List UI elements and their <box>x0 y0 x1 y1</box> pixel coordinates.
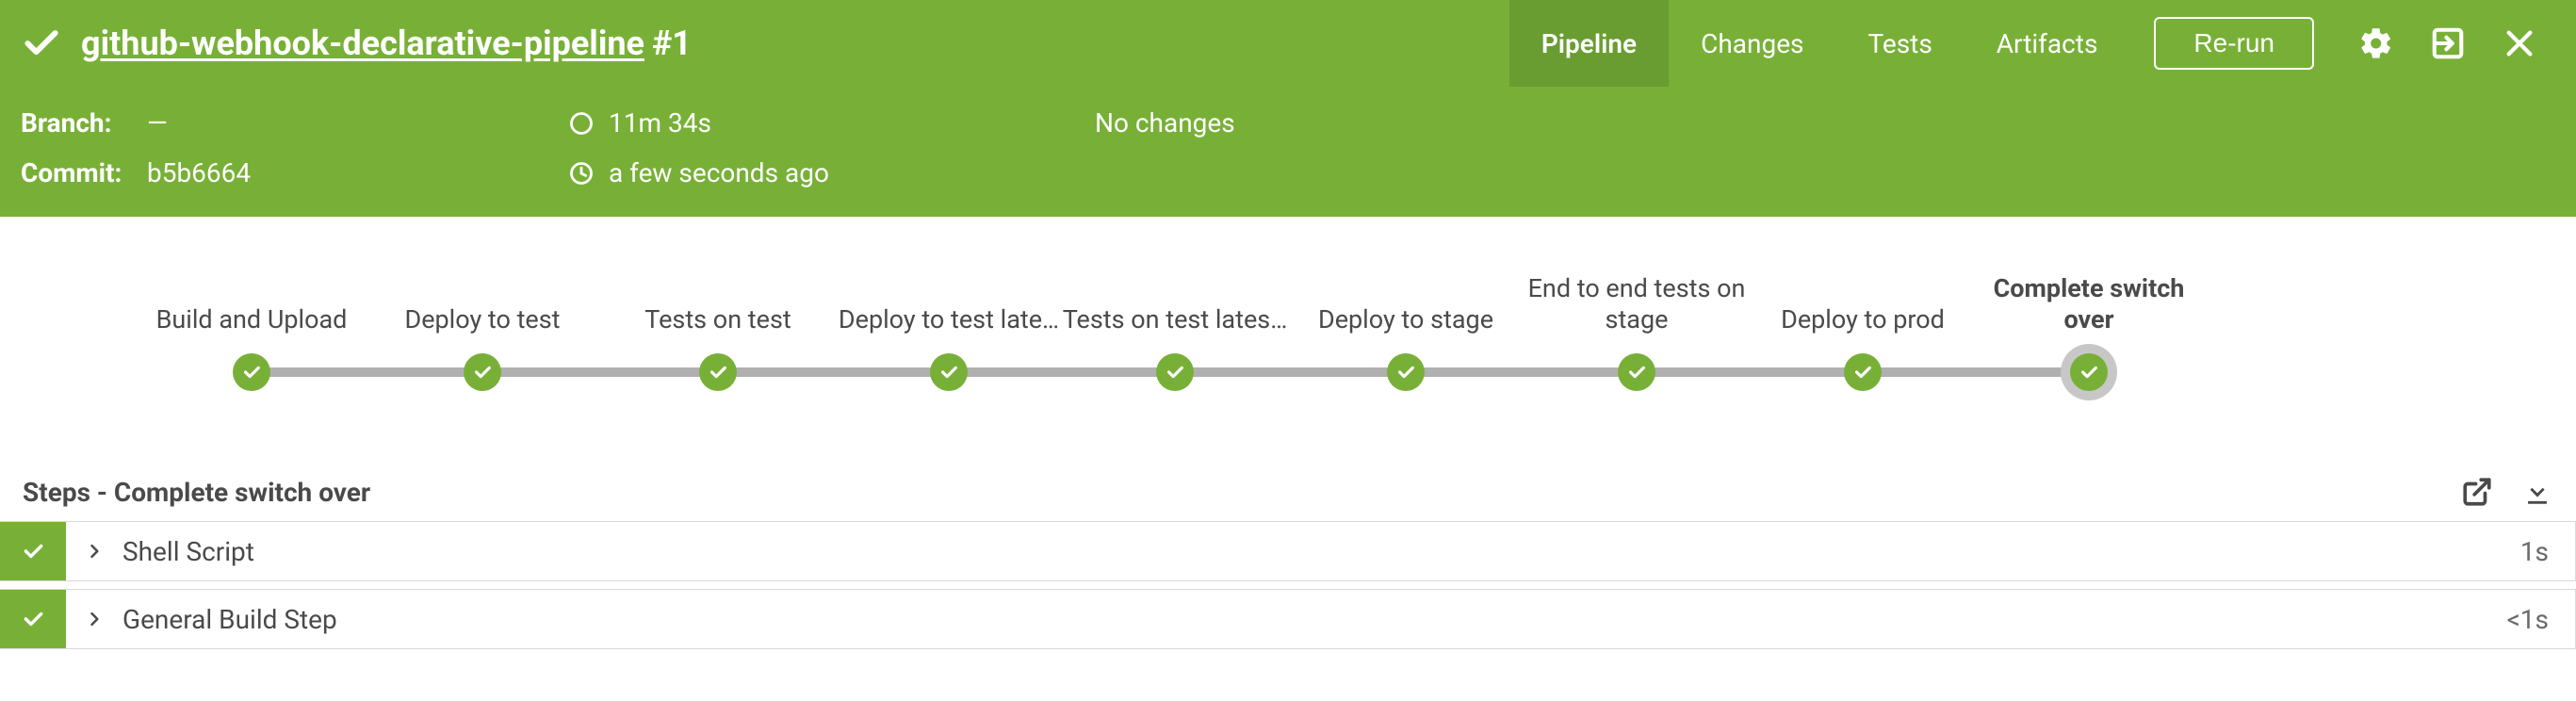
pipeline-title-link[interactable]: github-webhook-declarative-pipeline <box>81 24 644 63</box>
step-row[interactable]: Shell Script 1s <box>0 521 2576 581</box>
chevron-right-icon[interactable] <box>73 542 115 561</box>
step-row[interactable]: General Build Step <1s <box>0 589 2576 649</box>
stage-node[interactable] <box>2070 353 2108 391</box>
tab-pipeline[interactable]: Pipeline <box>1509 0 1669 87</box>
build-number: #1 <box>652 24 692 63</box>
stage-label: Tests on test lates… <box>1063 304 1288 336</box>
stage-label: Deploy to stage <box>1318 304 1493 336</box>
stage-label: Deploy to test <box>404 304 560 336</box>
meta-bar: Branch: — Commit: b5b6664 11m 34s a few … <box>0 87 2576 217</box>
stage-labels: Build and Upload Deploy to test Tests on t… <box>129 269 2447 344</box>
close-icon[interactable] <box>2501 24 2538 62</box>
stage-label: Build and Upload <box>156 304 348 336</box>
meta-duration: 11m 34s <box>567 107 1095 139</box>
relative-time: a few seconds ago <box>609 157 829 188</box>
step-duration: 1s <box>2520 536 2575 567</box>
steps-header-prefix: Steps - <box>23 477 114 508</box>
steps-header: Steps - Complete switch over <box>0 466 2576 521</box>
meta-branch: Branch: — <box>21 107 567 139</box>
steps-header-actions <box>2461 476 2553 508</box>
steps-header-title: Steps - Complete switch over <box>23 477 370 508</box>
stage-track <box>129 344 2447 400</box>
step-name: Shell Script <box>122 536 254 567</box>
branch-value: — <box>147 107 168 139</box>
stage-node[interactable] <box>233 353 270 391</box>
step-duration: <1s <box>2507 604 2575 635</box>
stage-node[interactable] <box>930 353 968 391</box>
download-icon[interactable] <box>2521 476 2553 508</box>
meta-changes: No changes <box>1095 107 1235 139</box>
meta-col-2: 11m 34s a few seconds ago <box>567 107 1095 188</box>
stage-node[interactable] <box>1844 353 1882 391</box>
chevron-right-icon[interactable] <box>73 610 115 628</box>
top-bar-left: github-webhook-declarative-pipeline #1 <box>0 23 692 64</box>
steps-header-stage: Complete switch over <box>114 477 370 508</box>
step-name: General Build Step <box>122 604 337 635</box>
tab-changes[interactable]: Changes <box>1669 0 1835 87</box>
pipeline-graph: Build and Upload Deploy to test Tests on t… <box>0 217 2576 466</box>
rerun-wrap: Re-run <box>2129 17 2339 70</box>
step-status-check-icon <box>0 590 66 648</box>
build-status-check-icon <box>21 23 62 64</box>
clock-icon <box>567 159 595 187</box>
meta-commit: Commit: b5b6664 <box>21 157 567 188</box>
stage-node[interactable] <box>1387 353 1425 391</box>
tab-tests[interactable]: Tests <box>1836 0 1965 87</box>
stage-node[interactable] <box>1618 353 1655 391</box>
top-bar-actions <box>2339 24 2576 62</box>
meta-time: a few seconds ago <box>567 157 1095 188</box>
gear-icon[interactable] <box>2357 24 2395 62</box>
top-bar-row: github-webhook-declarative-pipeline #1 P… <box>0 0 2576 87</box>
pipeline-inner: Build and Upload Deploy to test Tests on t… <box>129 269 2447 400</box>
open-external-icon[interactable] <box>2461 476 2493 508</box>
stage-node[interactable] <box>1156 353 1194 391</box>
tabs: PipelineChangesTestsArtifacts <box>1509 0 2130 87</box>
step-status-check-icon <box>0 522 66 580</box>
duration-value: 11m 34s <box>609 107 711 139</box>
top-bar: github-webhook-declarative-pipeline #1 P… <box>0 0 2576 217</box>
stage-label: Tests on test <box>644 304 791 336</box>
commit-label: Commit: <box>21 157 134 188</box>
tab-artifacts[interactable]: Artifacts <box>1965 0 2130 87</box>
duration-icon <box>567 109 595 138</box>
logout-icon[interactable] <box>2429 24 2467 62</box>
meta-col-3: No changes <box>1095 107 1235 188</box>
changes-text: No changes <box>1095 107 1235 139</box>
stage-node[interactable] <box>699 353 737 391</box>
commit-value: b5b6664 <box>147 157 251 188</box>
stage-node[interactable] <box>464 353 501 391</box>
steps-list: Shell Script 1s General Build Step <1s <box>0 521 2576 649</box>
meta-col-1: Branch: — Commit: b5b6664 <box>21 107 567 188</box>
rerun-button[interactable]: Re-run <box>2154 17 2314 70</box>
stage-label: End to end tests on stage <box>1519 273 1754 337</box>
branch-label: Branch: <box>21 107 134 139</box>
stage-label: Complete switch over <box>1971 273 2207 337</box>
stage-label: Deploy to prod <box>1781 304 1945 336</box>
stage-label: Deploy to test late… <box>839 304 1059 336</box>
